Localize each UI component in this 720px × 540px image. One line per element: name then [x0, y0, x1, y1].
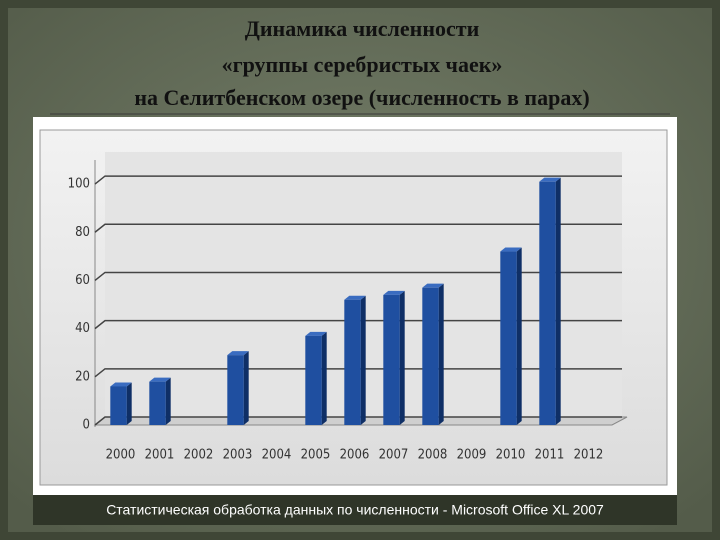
bar: [227, 351, 249, 425]
bar-face: [500, 251, 517, 425]
grid-line: [94, 319, 622, 330]
bar-face: [539, 177, 561, 182]
grid-line: [94, 271, 622, 282]
bar: [422, 283, 444, 425]
x-tick-label: 2005: [301, 448, 331, 463]
grid-line: [94, 223, 622, 233]
bar-face: [149, 377, 171, 382]
bar-face: [243, 351, 249, 425]
x-tick-label: 2007: [379, 448, 409, 463]
bar-face: [500, 247, 522, 252]
bar-face: [165, 377, 171, 425]
x-tick-label: 2011: [535, 448, 565, 463]
x-tick-label: 2004: [262, 448, 292, 463]
bar-face: [438, 283, 444, 425]
bar-face: [227, 355, 244, 425]
x-tick-label: 2001: [145, 448, 175, 463]
bar-face: [383, 294, 400, 425]
x-tick-label: 2012: [574, 448, 604, 463]
bar-face: [399, 290, 405, 425]
bar-face: [305, 331, 327, 336]
y-tick-label: 20: [75, 369, 90, 384]
x-tick-label: 2003: [223, 448, 253, 463]
bar: [500, 247, 522, 425]
bar: [110, 382, 132, 425]
bar: [539, 177, 561, 425]
bar-face: [344, 295, 366, 300]
y-tick-label: 0: [83, 418, 90, 433]
bar: [149, 377, 171, 425]
grid-line: [94, 175, 622, 185]
bar: [344, 295, 366, 425]
grid-line: [94, 368, 622, 378]
x-tick-label: 2000: [106, 448, 136, 463]
bar: [305, 331, 327, 425]
plot: 0 20 40 60 80 100 2000 2001 2002 2003 2004 2005 2006…: [68, 152, 628, 463]
grid-line: [94, 416, 622, 426]
bar-face: [344, 299, 361, 425]
bar-face: [305, 335, 322, 425]
x-tick-label: 2006: [340, 448, 370, 463]
caption: Статистическая обработка данных по числе…: [106, 502, 604, 518]
y-tick-label: 80: [75, 225, 90, 240]
y-tick-label: 40: [75, 321, 90, 336]
bar-face: [110, 386, 127, 425]
bar-face: [539, 181, 556, 425]
x-tick-label: 2009: [457, 448, 487, 463]
bar-face: [383, 290, 405, 295]
x-tick-label: 2002: [184, 448, 214, 463]
y-tick-label: 60: [75, 273, 90, 288]
bar-face: [321, 331, 327, 425]
bar-face: [422, 283, 444, 288]
bar: [383, 290, 405, 425]
bar-face: [149, 381, 166, 425]
x-tick-label: 2008: [418, 448, 448, 463]
title-line: Динамика численности: [245, 16, 480, 41]
y-tick-label: 100: [68, 177, 90, 192]
title-line: на Селитбенском озере (численность в пар…: [134, 85, 589, 110]
bar-face: [227, 351, 249, 356]
bar-face: [516, 247, 522, 425]
bar-face: [110, 382, 132, 387]
x-tick-label: 2010: [496, 448, 526, 463]
bar-face: [555, 177, 561, 425]
bar-face: [360, 295, 366, 425]
caption-strip: [33, 495, 677, 525]
bar-face: [126, 382, 132, 425]
title-line: «группы серебристых чаек»: [222, 52, 503, 77]
bar-face: [422, 287, 439, 425]
